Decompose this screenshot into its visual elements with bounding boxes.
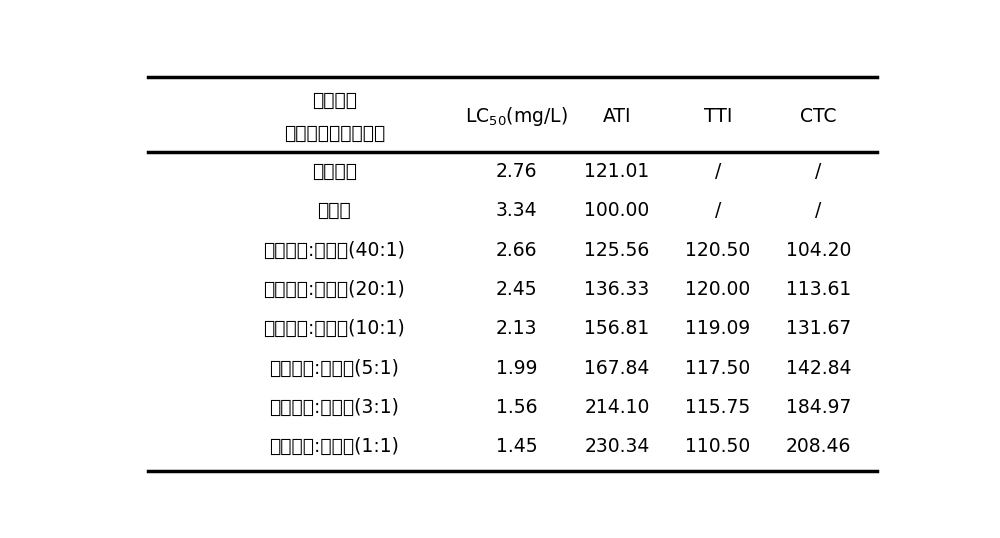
Text: 208.46: 208.46 — [786, 437, 851, 456]
Text: 125.56: 125.56 — [584, 240, 650, 260]
Text: 处理药剂: 处理药剂 — [312, 90, 357, 109]
Text: 121.01: 121.01 — [584, 162, 650, 181]
Text: 120.00: 120.00 — [685, 280, 750, 299]
Text: /: / — [815, 201, 822, 221]
Text: ATI: ATI — [603, 107, 631, 126]
Text: /: / — [715, 162, 721, 181]
Text: /: / — [715, 201, 721, 221]
Text: 100.00: 100.00 — [584, 201, 650, 221]
Text: /: / — [815, 162, 822, 181]
Text: CTC: CTC — [800, 107, 837, 126]
Text: LC$_{50}$(mg/L): LC$_{50}$(mg/L) — [465, 105, 568, 128]
Text: 230.34: 230.34 — [584, 437, 650, 456]
Text: TTI: TTI — [704, 107, 732, 126]
Text: 214.10: 214.10 — [584, 398, 650, 417]
Text: 哒虫丙醚:苯氧威(20:1): 哒虫丙醚:苯氧威(20:1) — [263, 280, 405, 299]
Text: 2.76: 2.76 — [496, 162, 537, 181]
Text: 184.97: 184.97 — [786, 398, 851, 417]
Text: 哒虫丙醚:苯氧威(1:1): 哒虫丙醚:苯氧威(1:1) — [269, 437, 399, 456]
Text: 哒虫丙醚:苯氧威(10:1): 哒虫丙醚:苯氧威(10:1) — [263, 319, 405, 338]
Text: 117.50: 117.50 — [685, 359, 750, 378]
Text: 131.67: 131.67 — [786, 319, 851, 338]
Text: 120.50: 120.50 — [685, 240, 750, 260]
Text: 2.66: 2.66 — [496, 240, 537, 260]
Text: 哒虫丙醚: 哒虫丙醚 — [312, 162, 357, 181]
Text: 2.45: 2.45 — [496, 280, 537, 299]
Text: 哒虫丙醚:苯氧威(5:1): 哒虫丙醚:苯氧威(5:1) — [269, 359, 399, 378]
Text: 哒虫丙醚:苯氧威(40:1): 哒虫丙醚:苯氧威(40:1) — [263, 240, 405, 260]
Text: 2.13: 2.13 — [496, 319, 537, 338]
Text: 3.34: 3.34 — [496, 201, 537, 221]
Text: （有效成分重量比）: （有效成分重量比） — [284, 124, 385, 143]
Text: 113.61: 113.61 — [786, 280, 851, 299]
Text: 1.99: 1.99 — [496, 359, 537, 378]
Text: 104.20: 104.20 — [786, 240, 851, 260]
Text: 115.75: 115.75 — [685, 398, 750, 417]
Text: 1.45: 1.45 — [496, 437, 537, 456]
Text: 156.81: 156.81 — [584, 319, 650, 338]
Text: 1.56: 1.56 — [496, 398, 537, 417]
Text: 167.84: 167.84 — [584, 359, 650, 378]
Text: 苯氧威: 苯氧威 — [317, 201, 351, 221]
Text: 142.84: 142.84 — [786, 359, 851, 378]
Text: 110.50: 110.50 — [685, 437, 750, 456]
Text: 119.09: 119.09 — [685, 319, 750, 338]
Text: 哒虫丙醚:苯氧威(3:1): 哒虫丙醚:苯氧威(3:1) — [269, 398, 399, 417]
Text: 136.33: 136.33 — [584, 280, 650, 299]
